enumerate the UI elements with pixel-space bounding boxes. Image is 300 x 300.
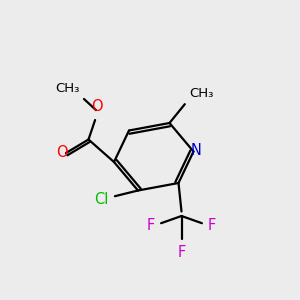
Text: CH₃: CH₃ <box>189 87 214 100</box>
Text: F: F <box>147 218 155 232</box>
Text: Cl: Cl <box>94 192 109 207</box>
Text: O: O <box>57 145 68 160</box>
Text: F: F <box>177 245 186 260</box>
Text: F: F <box>208 218 216 232</box>
Text: N: N <box>190 143 201 158</box>
Text: O: O <box>91 99 102 114</box>
Text: CH₃: CH₃ <box>55 82 80 94</box>
